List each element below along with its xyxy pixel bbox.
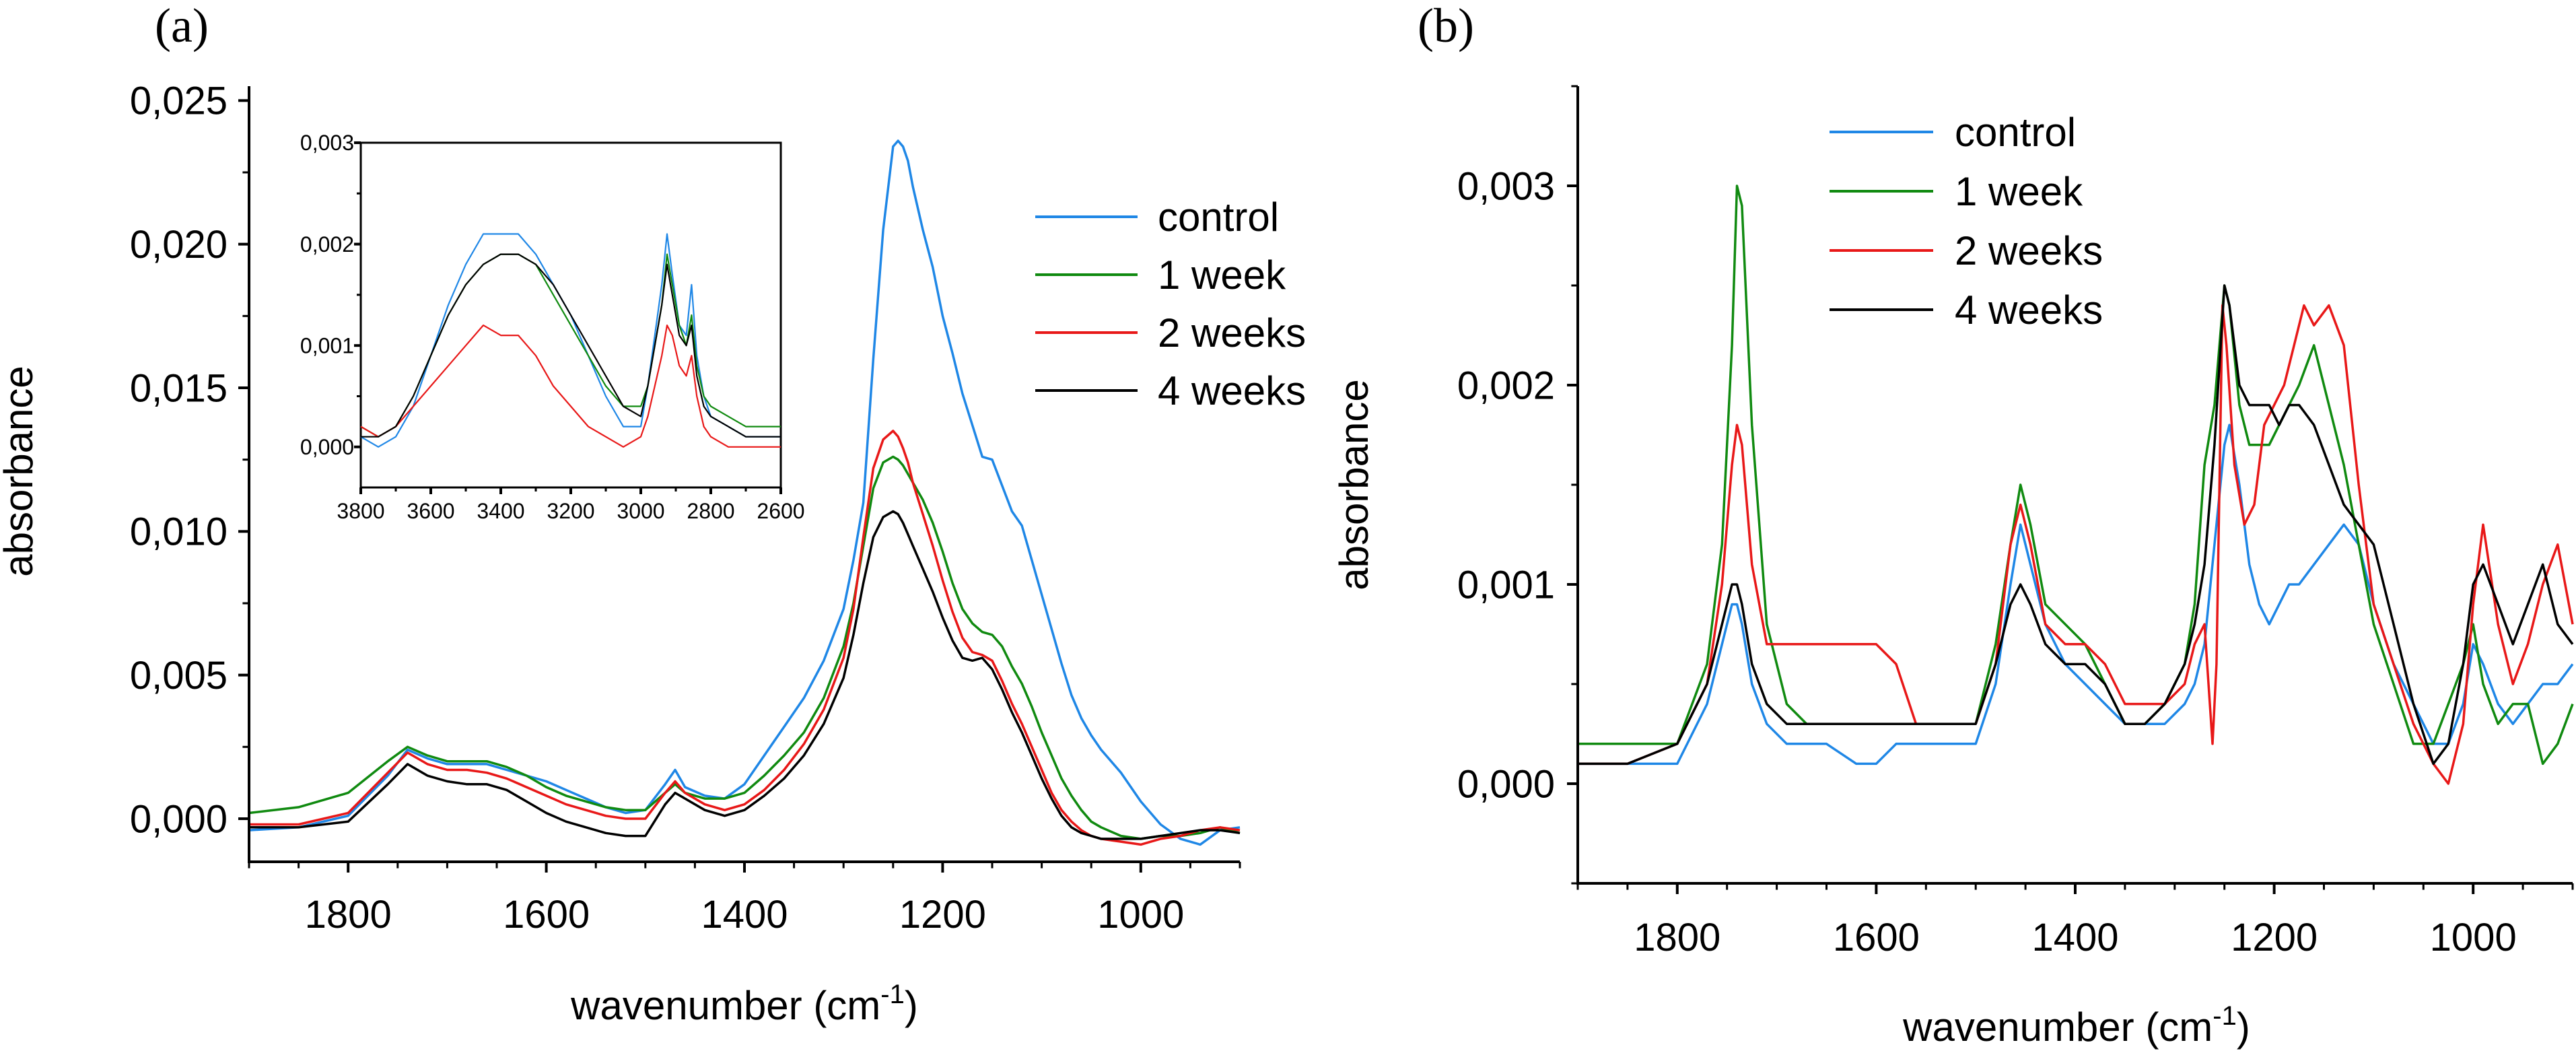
panel-b-x-ticks: 1800 1600 1400 1200 1000 (1576, 883, 2574, 959)
legend-label-2-weeks: 2 weeks (1158, 310, 1306, 355)
y-tick-label: 0,010 (130, 510, 228, 554)
panel-i-series-4-weeks (361, 253, 781, 438)
panel-a-x-axis-label: wavenumber (cm-1) (570, 980, 918, 1028)
panel-b-series-2-weeks (1578, 304, 2574, 785)
x-tick-label: 3200 (547, 499, 594, 523)
inset-y-ticks: 0,000 0,001 0,002 0,003 (300, 131, 361, 459)
panel-a-y-axis-label: absorbance (0, 366, 41, 577)
legend-label-control: control (1158, 195, 1279, 240)
panel-a-series-control (248, 139, 1241, 846)
panel-b-series-4-weeks (1578, 284, 2574, 766)
y-tick-label: 0,000 (1457, 762, 1555, 806)
inset: 3800 3600 3400 3200 3000 2800 2600 0,0000,0010… (300, 131, 805, 523)
legend-label-4-weeks: 4 weeks (1955, 287, 2103, 333)
y-tick-label: 0,003 (1457, 164, 1555, 208)
panel-b-y-ticks: 0,000 0,001 0,002 0,003 (1457, 85, 1578, 885)
y-tick-label: 0,005 (130, 654, 228, 698)
legend-label-4-weeks: 4 weeks (1158, 368, 1306, 413)
panel-b-series-control (1578, 423, 2574, 766)
panel-b-y-axis-label: absorbance (1331, 379, 1377, 590)
x-tick-label: 1600 (503, 893, 590, 937)
x-tick-label: 2600 (757, 499, 804, 523)
y-tick-label: 0,025 (130, 79, 228, 123)
panel-a: (a) 1800 1600 1400 1200 1000 0,000 0,005 0,010… (0, 0, 1306, 1028)
x-tick-label: 3400 (477, 499, 524, 523)
x-tick-label: 1400 (701, 893, 788, 937)
panel-a-series-2-weeks (249, 430, 1241, 846)
panel-a-series-4-weeks (249, 510, 1241, 840)
x-tick-label: 1000 (2430, 916, 2517, 959)
panel-a-legend: control 1 week 2 weeks 4 weeks (1035, 195, 1306, 413)
panel-b-label: (b) (1418, 0, 1474, 53)
x-tick-label: 3600 (407, 499, 454, 523)
panel-a-series-1-week (248, 455, 1241, 840)
panel-i-series-2-weeks (360, 325, 781, 448)
x-tick-label: 1000 (1097, 893, 1184, 937)
y-tick-label: 0,015 (130, 366, 228, 410)
x-tick-label: 1400 (2031, 916, 2118, 959)
panel-b-plot-area (1578, 184, 2574, 785)
x-tick-label: 1800 (305, 893, 392, 937)
panel-b-x-axis-label: wavenumber (cm-1) (1902, 1001, 2250, 1050)
legend-label-1-week: 1 week (1955, 169, 2083, 214)
y-tick-label: 0,002 (300, 232, 354, 257)
x-tick-label: 1200 (899, 893, 986, 937)
panel-a-label: (a) (155, 0, 209, 53)
x-tick-label: 3800 (337, 499, 384, 523)
panel-b: (b) 1800 1600 1400 1200 1000 0,000 0,001 0,002… (1331, 0, 2574, 1050)
legend-label-control: control (1955, 110, 2076, 155)
x-tick-label: 2800 (687, 499, 734, 523)
panel-a-plot-area (248, 139, 1241, 846)
y-tick-label: 0,000 (300, 435, 354, 459)
y-tick-label: 0,003 (300, 131, 354, 155)
y-tick-label: 0,001 (300, 333, 354, 358)
inset-plot-area (360, 233, 781, 448)
x-tick-label: 1200 (2231, 916, 2318, 959)
panel-b-legend: control 1 week 2 weeks 4 weeks (1830, 110, 2103, 333)
y-tick-label: 0,000 (130, 797, 228, 841)
panel-a-x-ticks: 1800 1600 1400 1200 1000 (248, 862, 1241, 937)
legend-label-1-week: 1 week (1158, 252, 1286, 298)
y-tick-label: 0,002 (1457, 364, 1555, 407)
legend-label-2-weeks: 2 weeks (1955, 228, 2103, 273)
panel-a-y-ticks: 0,000 0,005 0,010 0,015 0,020 0,025 (130, 79, 249, 841)
y-tick-label: 0,020 (130, 223, 228, 267)
inset-x-ticks: 3800 3600 3400 3200 3000 2800 2600 (337, 487, 805, 523)
x-tick-label: 3000 (617, 499, 664, 523)
x-tick-label: 1600 (1833, 916, 1920, 959)
y-tick-label: 0,001 (1457, 563, 1555, 607)
x-tick-label: 1800 (1634, 916, 1720, 959)
